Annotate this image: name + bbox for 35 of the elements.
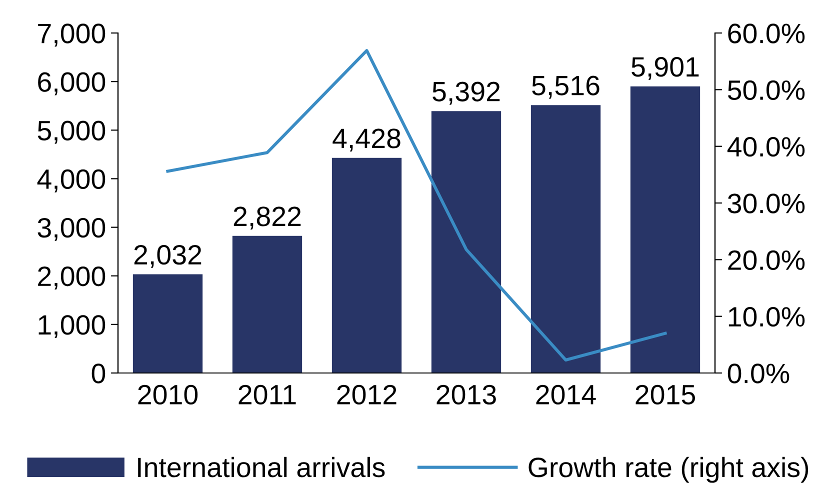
x-tick-label: 2014 — [536, 384, 596, 405]
data-label: 5,392 — [432, 82, 500, 105]
y2-tick-label: 30.0% — [728, 194, 805, 214]
y-tick-label: 1,000 — [38, 315, 106, 338]
y-tick-label: 7,000 — [38, 24, 106, 47]
data-label: 2,032 — [134, 244, 202, 268]
y2-tick-label: 10.0% — [728, 307, 805, 327]
x-tick-label: 2012 — [337, 384, 396, 405]
y-tick-label: 3,000 — [38, 218, 106, 241]
data-label: 4,428 — [332, 128, 400, 152]
data-label: 2,822 — [234, 206, 301, 230]
bar — [530, 105, 601, 373]
y2-tick-label: 40.0% — [727, 137, 805, 157]
bar — [332, 158, 402, 373]
y2-tick-label: 20.0% — [728, 250, 805, 270]
x-tick-label: 2010 — [138, 384, 198, 405]
y-tick-label: 4,000 — [37, 169, 106, 192]
bar — [232, 236, 302, 373]
legend-label: International arrivals — [138, 456, 385, 478]
bar — [431, 111, 502, 373]
y2-tick-label: 0.0% — [728, 364, 790, 384]
data-label: 5,901 — [632, 57, 699, 80]
x-tick-label: 2011 — [238, 384, 296, 405]
y-tick-label: 0 — [92, 364, 106, 384]
y-tick-label: 6,000 — [38, 72, 106, 96]
y-tick-label: 2,000 — [38, 266, 106, 290]
x-tick-label: 2013 — [436, 384, 496, 405]
y-tick-label: 5,000 — [38, 120, 106, 144]
y2-tick-label: 50.0% — [728, 80, 805, 100]
data-label: 5,516 — [532, 76, 600, 99]
bar — [132, 274, 203, 373]
y2-tick-label: 60.0% — [728, 24, 805, 44]
bar — [630, 86, 700, 373]
x-tick-label: 2015 — [636, 384, 695, 405]
legend-label: Growth rate (right axis) — [528, 456, 808, 483]
